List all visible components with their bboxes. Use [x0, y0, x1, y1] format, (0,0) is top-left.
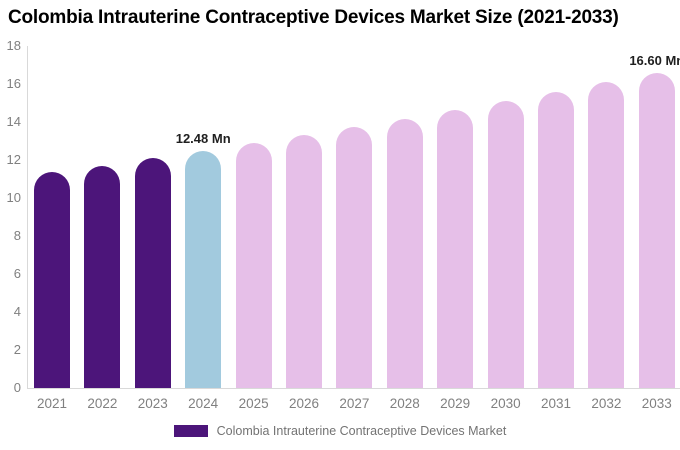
- bar-2032[interactable]: [588, 82, 625, 388]
- legend-item[interactable]: Colombia Intrauterine Contraceptive Devi…: [0, 424, 680, 438]
- x-tick-label-2031: 2031: [540, 396, 572, 411]
- y-tick-label-2: 2: [13, 342, 21, 357]
- chart-title: Colombia Intrauterine Contraceptive Devi…: [8, 7, 619, 28]
- y-axis-line: [27, 46, 28, 388]
- y-tick-label-18: 18: [6, 38, 21, 53]
- x-tick-label-2026: 2026: [288, 396, 320, 411]
- bar-2022[interactable]: [84, 165, 121, 388]
- x-tick-label-2028: 2028: [389, 396, 420, 411]
- bar-2028[interactable]: [386, 118, 423, 388]
- x-axis-line: [27, 388, 680, 389]
- x-tick-label-2023: 2023: [137, 396, 168, 411]
- y-tick-label-10: 10: [6, 190, 21, 205]
- x-tick-label-2032: 2032: [591, 396, 622, 411]
- y-tick-label-16: 16: [6, 76, 21, 91]
- x-tick-label-2029: 2029: [440, 396, 471, 411]
- x-tick-label-2030: 2030: [490, 396, 521, 411]
- y-tick-label-4: 4: [13, 304, 21, 319]
- y-tick-label-6: 6: [13, 266, 21, 281]
- legend-label: Colombia Intrauterine Contraceptive Devi…: [216, 424, 507, 438]
- x-tick-label-2021: 2021: [36, 396, 68, 411]
- data-label-2024: 12.48 Mn: [175, 130, 231, 146]
- bar-2030[interactable]: [487, 101, 524, 388]
- bar-2021[interactable]: [34, 172, 70, 388]
- x-tick-label-2027: 2027: [339, 396, 370, 411]
- bar-2025[interactable]: [235, 143, 272, 388]
- bar-2024[interactable]: [185, 150, 222, 388]
- bar-2023[interactable]: [134, 158, 171, 388]
- y-tick-label-0: 0: [13, 380, 21, 395]
- legend-swatch: [173, 425, 208, 437]
- bar-2031[interactable]: [538, 91, 574, 388]
- bar-2033[interactable]: [638, 72, 675, 388]
- y-tick-label-12: 12: [6, 152, 21, 167]
- bar-2026[interactable]: [286, 135, 322, 388]
- bar-2029[interactable]: [437, 110, 474, 388]
- y-tick-label-8: 8: [13, 228, 21, 243]
- x-tick-label-2024: 2024: [188, 396, 219, 411]
- x-tick-label-2025: 2025: [238, 396, 269, 411]
- y-tick-label-14: 14: [6, 114, 21, 129]
- data-label-2033: 16.60 Mn: [629, 52, 680, 68]
- x-tick-label-2033: 2033: [641, 396, 672, 411]
- bar-2027[interactable]: [336, 127, 373, 388]
- x-tick-label-2022: 2022: [87, 396, 118, 411]
